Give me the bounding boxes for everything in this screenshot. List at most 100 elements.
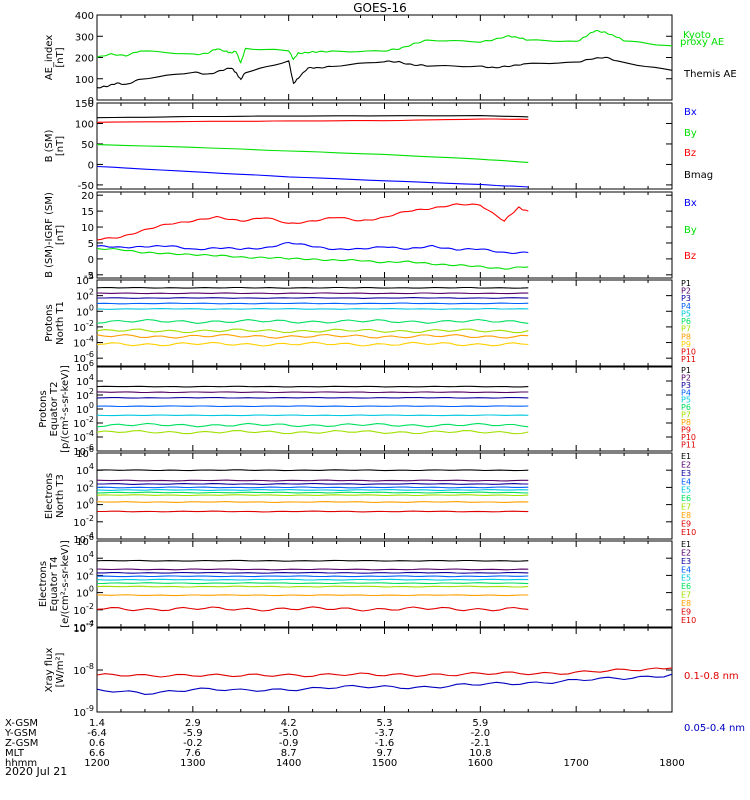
legend-item: E1 (681, 452, 691, 461)
y-axis-sublabel: [nT] (55, 136, 66, 156)
y-axis-label: B (SM) (44, 129, 55, 162)
y-axis-label: Protons (44, 304, 55, 341)
series-line-p7 (96, 430, 529, 435)
series-line-e8 (96, 501, 529, 503)
footer-row-value: 10.8 (469, 748, 491, 759)
legend-item: P3 (681, 294, 691, 303)
legend-item: E4 (681, 565, 691, 574)
legend-item: Themis AE (683, 69, 737, 80)
legend-item: Bz (684, 251, 696, 262)
series-line-e3 (97, 571, 529, 574)
y-axis-sublabel: [nT] (55, 225, 66, 245)
y-tick-label: 106 (76, 445, 94, 460)
series-line-e4 (96, 486, 529, 489)
y-tick-label: 100 (76, 585, 94, 600)
y-tick-label: 10-2 (73, 602, 94, 617)
y-tick-label: 100 (75, 119, 94, 130)
series-line-e5 (96, 489, 529, 491)
y-axis-sublabel: Equator T4 (49, 557, 60, 612)
series-line-0-05-0-4-nm (96, 673, 673, 695)
y-axis-label: Protons (38, 390, 49, 427)
panel-frame (96, 14, 673, 101)
y-axis-label: B (SM)-IGRF (SM) (44, 192, 55, 278)
panel-legend: Bx By Bz Bmag (684, 107, 713, 181)
y-tick-label: 10-2 (73, 514, 94, 529)
series-line-bx (96, 165, 529, 188)
y-tick-label: 102 (76, 288, 94, 303)
legend-item: E2 (681, 548, 691, 557)
legend-item: proxy AE (680, 37, 724, 48)
y-tick-label: 15 (81, 207, 94, 218)
series-line-e1 (96, 559, 529, 562)
y-tick-label: 0 (88, 96, 94, 107)
series-line-kyoto-proxy-ae (96, 29, 673, 65)
y-tick-label: 104 (76, 462, 94, 477)
panel-frame (96, 627, 673, 713)
legend-item: P7 (681, 325, 691, 334)
legend-item: By (684, 225, 697, 236)
panel-8: 10-9 10-8 10-7 Xray flux [W/m²] 0.1-0.8 nm 0.0… (44, 620, 745, 734)
y-tick-label: 106 (76, 359, 94, 374)
panel-frame (96, 191, 673, 279)
y-axis-sublabel: [W/m²] (55, 652, 66, 687)
legend-item: P8 (681, 332, 691, 341)
y-tick-label: 10-6 (73, 443, 94, 458)
legend-item: E1 (681, 540, 691, 549)
series-line-by (96, 247, 529, 270)
footer-row-value: -2.0 (471, 728, 491, 739)
legend-item: E8 (681, 599, 691, 608)
plot-title: GOES-16 (353, 1, 407, 15)
y-tick-label: 300 (75, 32, 94, 43)
legend-item: P4 (681, 388, 691, 397)
footer-row-value: 1600 (468, 758, 493, 769)
legend-item: E7 (681, 591, 691, 600)
y-tick-label: 0 (88, 255, 94, 266)
legend-item: E7 (681, 503, 691, 512)
footer-row-value: 1400 (276, 758, 301, 769)
series-line-p8 (96, 333, 529, 339)
footer-row-value: 1800 (659, 758, 684, 769)
footer-row-value: -3.7 (375, 728, 395, 739)
y-tick-label: 10-7 (73, 620, 94, 635)
legend-item: E5 (681, 574, 691, 583)
series-line-p2 (96, 292, 529, 295)
footer-row-value: 1200 (84, 758, 109, 769)
y-tick-label: 10-4 (73, 429, 94, 444)
series-line-e2 (96, 568, 529, 571)
footer-row-label: X-GSM (5, 718, 38, 729)
footer-row-label: Z-GSM (5, 738, 38, 749)
series-line-bmag (96, 115, 529, 119)
series-line-0-1-0-8-nm (96, 667, 673, 678)
legend-item: E5 (681, 486, 691, 495)
footer-row-value: -0.9 (279, 738, 299, 749)
legend-item: P11 (681, 440, 696, 449)
legend-item: E8 (681, 511, 691, 520)
legend-item: P6 (681, 403, 691, 412)
y-tick-label: 5 (88, 239, 94, 250)
series-line-p9 (96, 341, 529, 347)
series-line-e6 (96, 582, 529, 585)
series-line-bz (96, 118, 529, 123)
series-line-p2 (96, 391, 529, 394)
series-line-e1 (96, 469, 529, 472)
series-line-p7 (96, 328, 529, 334)
series-line-e3 (97, 482, 529, 485)
legend-item: P5 (681, 396, 691, 405)
legend-item: E2 (681, 460, 691, 469)
panel-frame (96, 540, 673, 628)
legend-item: P10 (681, 348, 696, 357)
y-tick-label: -50 (78, 181, 94, 192)
y-axis-label: AE_index (44, 35, 55, 81)
y-axis-label: Electrons (38, 561, 49, 607)
series-line-p5 (96, 308, 529, 310)
panel-legend: 0.1-0.8 nm 0.05-0.4 nm (684, 671, 745, 734)
series-line-e7 (96, 494, 529, 497)
legend-item: P11 (681, 355, 696, 364)
series-line-p3 (97, 297, 529, 299)
series-line-e9 (97, 510, 529, 513)
legend-item: E3 (681, 469, 691, 478)
